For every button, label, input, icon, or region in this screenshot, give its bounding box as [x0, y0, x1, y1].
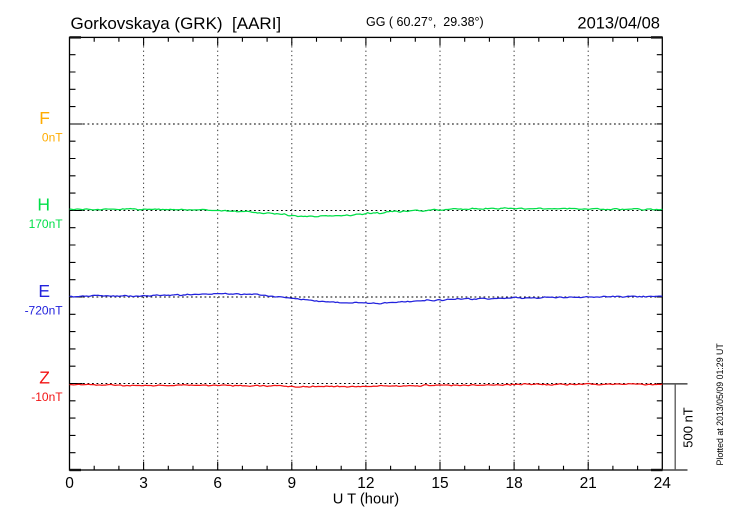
svg-text:Gorkovskaya (GRK) [AARI]: Gorkovskaya (GRK) [AARI]	[71, 14, 282, 33]
svg-text:GG ( 60.27°, 29.38°): GG ( 60.27°, 29.38°)	[366, 15, 484, 29]
svg-text:18: 18	[505, 475, 522, 492]
svg-text:15: 15	[431, 475, 448, 492]
svg-text:0nT: 0nT	[42, 131, 63, 145]
svg-text:3: 3	[139, 475, 148, 492]
svg-text:24: 24	[654, 475, 672, 492]
svg-text:2013/04/08: 2013/04/08	[577, 15, 660, 33]
svg-text:E: E	[38, 281, 50, 301]
svg-text:21: 21	[580, 475, 597, 492]
svg-text:-720nT: -720nT	[25, 304, 64, 318]
svg-text:H: H	[37, 195, 50, 215]
svg-text:F: F	[39, 108, 50, 128]
svg-text:9: 9	[287, 475, 296, 492]
svg-text:Z: Z	[39, 368, 50, 388]
svg-text:170nT: 170nT	[29, 217, 64, 231]
svg-text:6: 6	[213, 475, 222, 492]
svg-text:500 nT: 500 nT	[681, 407, 696, 448]
svg-text:-10nT: -10nT	[31, 390, 63, 404]
svg-text:0: 0	[65, 475, 74, 492]
svg-text:U T (hour): U T (hour)	[333, 492, 399, 508]
svg-text:12: 12	[357, 475, 374, 492]
svg-text:Plotted at 2013/05/09 01:29 UT: Plotted at 2013/05/09 01:29 UT	[715, 343, 725, 466]
